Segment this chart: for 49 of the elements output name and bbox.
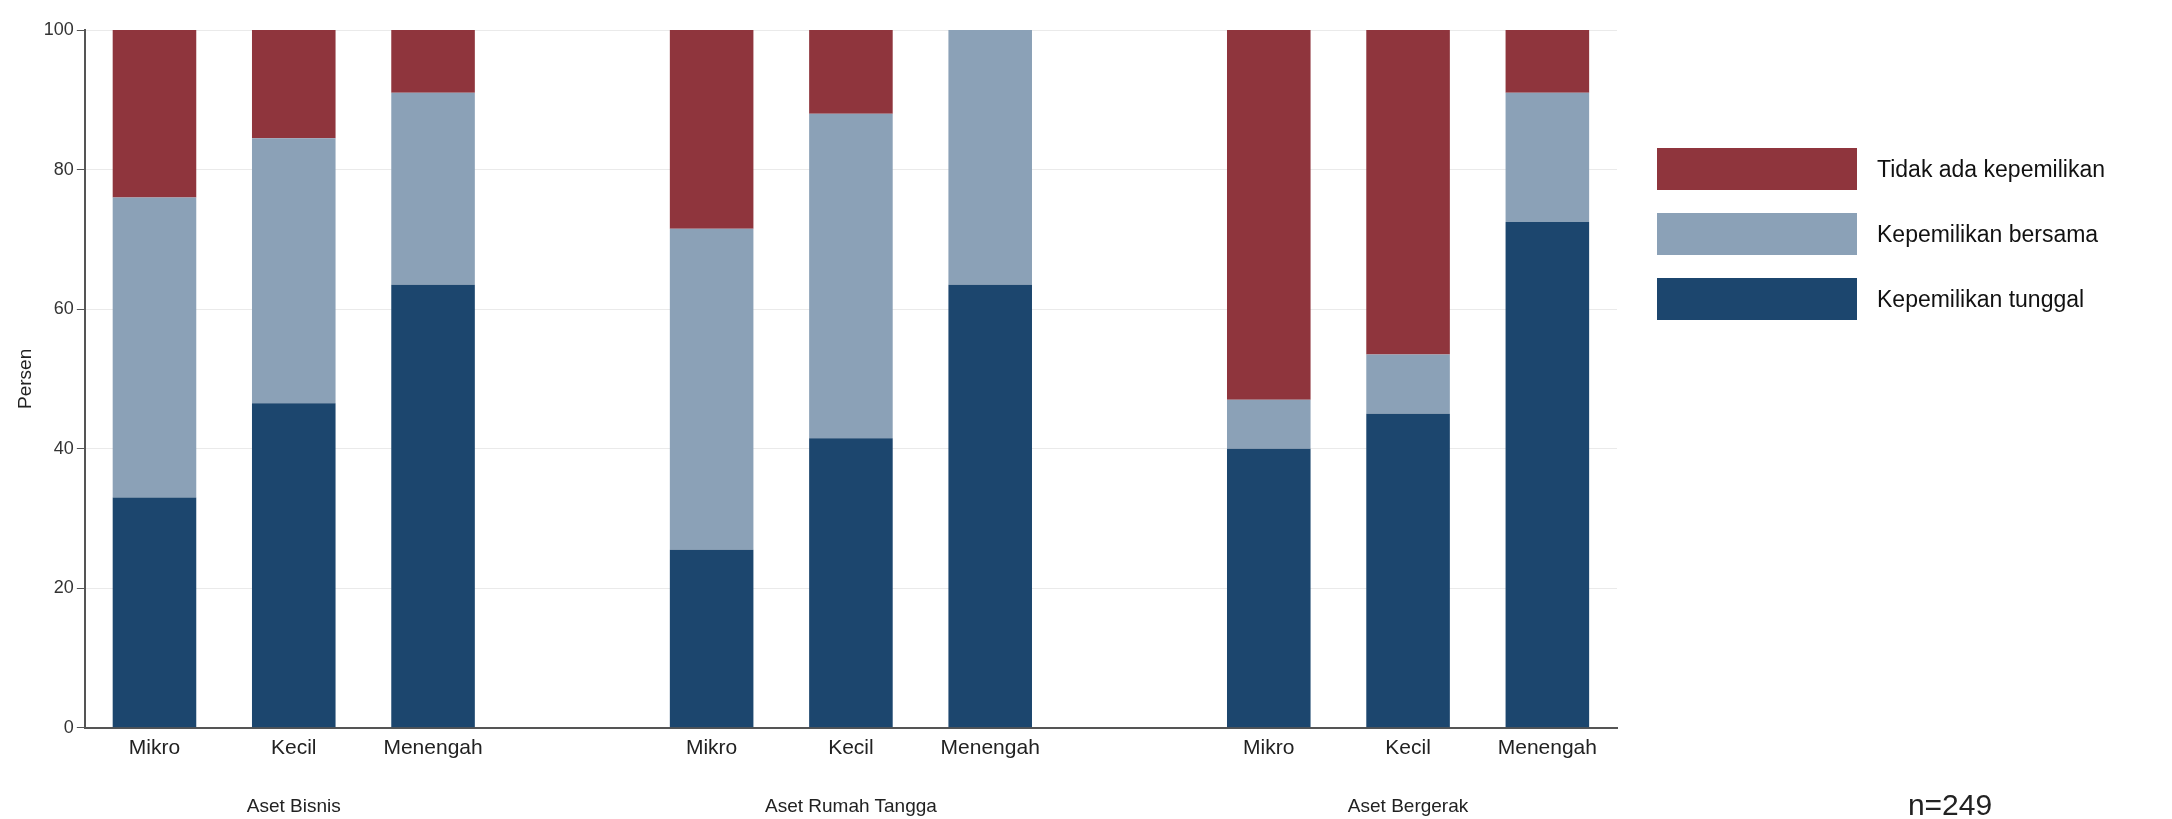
text: Aset Bisnis bbox=[246, 795, 341, 816]
text: Kepemilikan tunggal bbox=[1877, 285, 2085, 313]
bar bbox=[112, 197, 197, 498]
y-tick-label: 80 bbox=[53, 158, 74, 179]
bar bbox=[391, 30, 475, 93]
y-tick-label: 40 bbox=[53, 437, 74, 458]
x-tick-label: Menengah bbox=[383, 735, 483, 759]
x-tick-label: Kecil bbox=[1385, 735, 1431, 759]
x-tick-label: Mikro bbox=[1243, 735, 1295, 759]
bar bbox=[1505, 92, 1590, 222]
bar bbox=[112, 497, 197, 728]
bar bbox=[669, 228, 754, 550]
text: Aset Bergerak bbox=[1347, 795, 1469, 816]
bar bbox=[1226, 30, 1311, 400]
y-tick-label: 60 bbox=[53, 298, 74, 319]
bar bbox=[391, 92, 475, 285]
x-tick-label: Mikro bbox=[128, 735, 181, 759]
bar bbox=[1505, 30, 1590, 93]
bar bbox=[251, 138, 336, 404]
x-tick-label: Mikro bbox=[685, 735, 738, 759]
bar bbox=[1226, 448, 1311, 728]
bar bbox=[809, 113, 893, 439]
x-tick-label: Kecil bbox=[271, 735, 317, 759]
text: Aset Rumah Tangga bbox=[765, 795, 938, 816]
y-axis-title: Persen bbox=[13, 348, 35, 409]
bar bbox=[669, 30, 754, 229]
x-tick-label: Kecil bbox=[828, 735, 874, 759]
y-tick-label: 0 bbox=[63, 716, 74, 737]
bar bbox=[1505, 221, 1590, 728]
text: Kepemilikan bersama bbox=[1877, 220, 2099, 248]
bar bbox=[1366, 413, 1450, 728]
text: n=249 bbox=[1907, 788, 1993, 819]
bar bbox=[1226, 399, 1311, 449]
text: Tidak ada kepemilikan bbox=[1877, 155, 2105, 183]
bar bbox=[1366, 30, 1450, 355]
bar bbox=[948, 30, 1032, 285]
x-tick-label: Menengah bbox=[1497, 735, 1597, 759]
bar bbox=[251, 403, 336, 728]
bar bbox=[809, 438, 893, 728]
bar bbox=[669, 549, 754, 728]
x-tick-label: Menengah bbox=[940, 735, 1040, 759]
bar bbox=[391, 284, 475, 728]
bar bbox=[948, 284, 1032, 728]
bar bbox=[809, 30, 893, 114]
bar bbox=[1366, 354, 1450, 414]
bar bbox=[251, 30, 336, 139]
y-tick-label: 20 bbox=[53, 577, 74, 598]
bar bbox=[112, 30, 197, 198]
y-tick-label: 100 bbox=[43, 18, 74, 39]
